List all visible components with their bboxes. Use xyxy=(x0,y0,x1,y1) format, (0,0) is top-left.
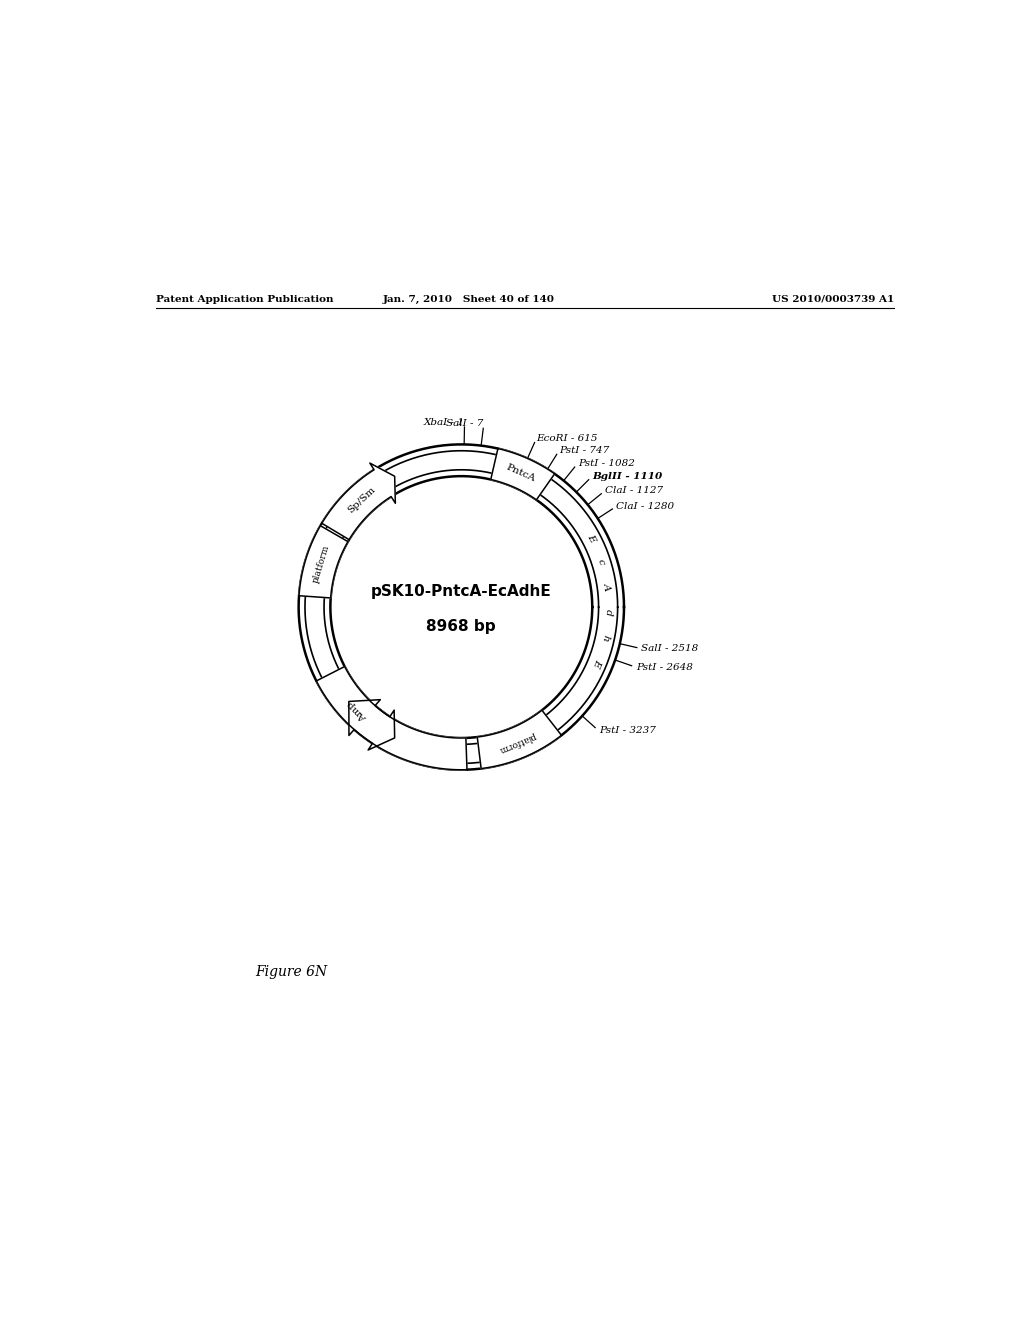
Text: 8968 bp: 8968 bp xyxy=(427,619,496,635)
Polygon shape xyxy=(316,667,394,750)
Text: A: A xyxy=(602,582,611,591)
Text: SalI - 7: SalI - 7 xyxy=(446,418,484,428)
Polygon shape xyxy=(349,700,467,770)
Polygon shape xyxy=(477,710,561,768)
Text: Sp/Sm: Sp/Sm xyxy=(345,484,377,515)
Text: PstI - 747: PstI - 747 xyxy=(559,446,609,455)
Text: platform: platform xyxy=(498,731,538,755)
Text: Amp: Amp xyxy=(346,700,370,722)
Polygon shape xyxy=(490,449,555,500)
Polygon shape xyxy=(299,525,348,598)
Text: ClaI - 1127: ClaI - 1127 xyxy=(605,486,664,495)
Text: XbaI - 1: XbaI - 1 xyxy=(424,417,465,426)
Text: E: E xyxy=(592,657,603,668)
Text: PstI - 3237: PstI - 3237 xyxy=(599,726,655,735)
Text: ClaI - 1280: ClaI - 1280 xyxy=(616,502,675,511)
Text: Patent Application Publication: Patent Application Publication xyxy=(156,294,333,304)
Text: h: h xyxy=(600,634,610,642)
Text: PntcA: PntcA xyxy=(505,462,537,483)
Text: Figure 6N: Figure 6N xyxy=(255,965,327,979)
Polygon shape xyxy=(322,463,395,540)
Text: E: E xyxy=(585,533,597,544)
Text: PstI - 1082: PstI - 1082 xyxy=(578,459,635,467)
Text: SalI - 2518: SalI - 2518 xyxy=(641,644,698,653)
Text: PstI - 2648: PstI - 2648 xyxy=(636,663,693,672)
Text: BglII - 1110: BglII - 1110 xyxy=(592,471,663,480)
Text: platform: platform xyxy=(311,544,331,585)
Text: US 2010/0003739 A1: US 2010/0003739 A1 xyxy=(771,294,894,304)
Text: c: c xyxy=(596,557,606,566)
Text: Jan. 7, 2010   Sheet 40 of 140: Jan. 7, 2010 Sheet 40 of 140 xyxy=(383,294,555,304)
Text: pSK10-PntcA-EcAdhE: pSK10-PntcA-EcAdhE xyxy=(371,583,552,599)
Text: d: d xyxy=(603,609,612,615)
Text: EcoRI - 615: EcoRI - 615 xyxy=(537,434,598,442)
